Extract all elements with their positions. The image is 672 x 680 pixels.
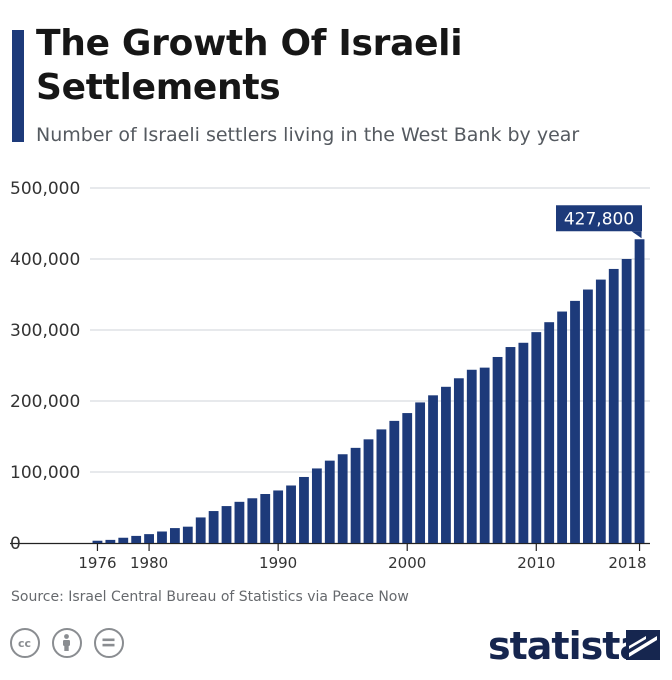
chart-subtitle: Number of Israeli settlers living in the…: [36, 124, 580, 146]
no-derivatives-icon[interactable]: [94, 628, 124, 658]
bar: [247, 498, 258, 543]
bar: [234, 501, 245, 543]
chart-title: The Growth Of Israeli Settlements: [36, 23, 463, 108]
x-tick-label: 2000: [388, 554, 426, 572]
x-tick-label: 1980: [130, 554, 168, 572]
bar: [479, 367, 490, 543]
bar: [299, 476, 309, 543]
x-tick-label: 1990: [259, 554, 297, 572]
title-accent-bar: [12, 30, 24, 142]
bar: [311, 468, 322, 543]
svg-text:cc: cc: [18, 637, 31, 650]
y-tick-label: 300,000: [10, 321, 80, 341]
callout-label: 427,800: [564, 209, 634, 229]
y-tick-label: 400,000: [10, 250, 80, 270]
bar: [286, 485, 296, 543]
bar: [621, 259, 632, 543]
bar: [324, 460, 335, 543]
bar: [518, 342, 529, 543]
attribution-icon[interactable]: [52, 628, 82, 658]
bar: [350, 447, 361, 543]
bar: [208, 511, 219, 543]
callout-pointer: [631, 231, 642, 239]
bar: [492, 356, 503, 543]
bar: [634, 239, 645, 543]
bar: [402, 413, 413, 543]
bar: [195, 517, 206, 543]
source-note: Source: Israel Central Bureau of Statist…: [11, 589, 409, 605]
bar: [531, 332, 542, 543]
bar: [131, 535, 142, 543]
bar: [260, 494, 271, 543]
bar: [415, 402, 426, 543]
x-tick-label: 1976: [78, 554, 116, 572]
bar: [144, 534, 154, 543]
statista-logo: statista: [488, 624, 660, 666]
value-callout: 427,800: [556, 205, 642, 239]
bar: [608, 268, 619, 543]
bar: [583, 289, 593, 543]
bar: [389, 420, 400, 543]
bar: [157, 531, 167, 543]
bar: [466, 369, 477, 543]
bar: [441, 386, 451, 543]
y-tick-label: 0: [10, 534, 21, 554]
y-tick-label: 200,000: [10, 392, 80, 412]
bar: [105, 539, 116, 543]
bar: [557, 311, 568, 543]
bar: [169, 528, 180, 543]
y-tick-label: 100,000: [10, 463, 80, 483]
y-tick-label: 500,000: [10, 179, 80, 199]
statista-logo-icon: [626, 630, 660, 660]
bar: [363, 439, 374, 543]
bar: [505, 347, 516, 543]
bar: [92, 540, 103, 543]
callout-box: [556, 205, 642, 232]
bar: [118, 537, 129, 543]
x-tick-label: 2010: [517, 554, 555, 572]
x-tick-label: 2018: [608, 554, 646, 572]
bar: [273, 490, 284, 543]
bar: [182, 526, 193, 543]
bar: [428, 395, 438, 543]
bar-chart: 0 100,000 200,000 300,000 400,000 500,000 1976…: [10, 179, 650, 572]
bar: [337, 454, 348, 543]
creative-commons-icon[interactable]: cc: [10, 628, 40, 658]
bar: [376, 429, 387, 543]
bar: [570, 300, 580, 543]
bar: [453, 378, 464, 543]
statista-wordmark: statista: [488, 624, 644, 666]
bar: [544, 322, 555, 543]
bar: [595, 279, 606, 543]
bar: [221, 506, 232, 543]
